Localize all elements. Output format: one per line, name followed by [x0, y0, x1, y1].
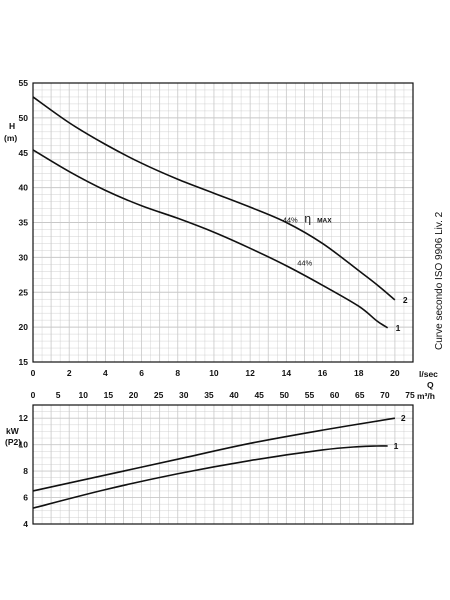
head-curve-label-1: 1 [396, 323, 401, 333]
power-y-tick-label: 8 [23, 466, 28, 476]
m3h-x-tick-label: 35 [204, 390, 214, 400]
m3h-x-tick-label: 10 [79, 390, 89, 400]
m3h-x-tick-label: 30 [179, 390, 189, 400]
m3h-axis-label: m³/h [417, 391, 435, 401]
lsec-x-tick-label: 8 [175, 368, 180, 378]
lsec-axis-label: l/sec [419, 369, 438, 379]
head-annotation: MAX [317, 218, 332, 225]
power-y-tick-label: 12 [19, 413, 29, 423]
m3h-x-tick-label: 5 [56, 390, 61, 400]
m3h-x-tick-label: 20 [129, 390, 139, 400]
lsec-x-tick-label: 6 [139, 368, 144, 378]
head-chart-series: 21 [32, 96, 408, 333]
head-y-tick-label: 45 [19, 148, 29, 158]
head-curve-label-2: 2 [403, 295, 408, 305]
head-curve-2 [32, 96, 396, 301]
head-y-tick-label: 40 [19, 183, 29, 193]
power-chart-grid [32, 404, 414, 525]
head-chart-annotations: 44% η MAX 44% [283, 212, 332, 268]
m3h-x-tick-label: 65 [355, 390, 365, 400]
head-axis-unit: (m) [4, 133, 17, 143]
lsec-x-tick-label: 2 [67, 368, 72, 378]
head-y-tick-label: 50 [19, 113, 29, 123]
q-axis-label: Q [427, 380, 434, 390]
iso-standard-note: Curve secondo ISO 9906 Liv. 2 [434, 211, 445, 350]
power-curve-2 [32, 417, 396, 492]
lsec-x-tick-label: 0 [31, 368, 36, 378]
m3h-x-tick-label: 0 [31, 390, 36, 400]
head-y-tick-label: 25 [19, 287, 29, 297]
lsec-x-tick-label: 16 [318, 368, 328, 378]
head-y-tick-label: 15 [19, 357, 29, 367]
m3h-x-tick-label: 50 [280, 390, 290, 400]
head-chart-y-ticks: 15 20 25 30 35 40 45 50 55 [19, 78, 29, 367]
power-y-tick-label: 4 [23, 519, 28, 529]
head-axis-label: H [9, 121, 15, 131]
power-y-tick-label: 10 [19, 440, 29, 450]
power-chart-series: 21 [32, 413, 406, 509]
m3h-x-tick-label: 75 [405, 390, 415, 400]
m3h-x-tick-label: 25 [154, 390, 164, 400]
m3h-x-tick-label: 15 [104, 390, 114, 400]
m3h-x-tick-label: 70 [380, 390, 390, 400]
power-curve-label-1: 1 [394, 441, 399, 451]
head-y-tick-label: 55 [19, 78, 29, 88]
m3h-x-tick-label: 45 [254, 390, 264, 400]
lsec-x-tick-label: 10 [209, 368, 219, 378]
head-annotation: 44% [283, 216, 298, 225]
lsec-x-tick-label: 18 [354, 368, 364, 378]
head-chart-frame [32, 82, 414, 363]
power-y-tick-label: 6 [23, 493, 28, 503]
power-axis-label: kW [6, 426, 20, 436]
head-curve-1 [32, 149, 389, 329]
lsec-x-tick-label: 14 [282, 368, 292, 378]
lsec-x-tick-label: 20 [390, 368, 400, 378]
power-chart-y-ticks: 4 6 8 10 12 [19, 413, 29, 529]
power-curve-1 [32, 445, 388, 509]
m3h-x-tick-label: 40 [229, 390, 239, 400]
lsec-x-tick-label: 12 [245, 368, 255, 378]
power-curve-label-2: 2 [401, 413, 406, 423]
m3h-x-tick-label: 60 [330, 390, 340, 400]
head-chart-grid [32, 82, 414, 363]
head-chart-x-ticks-lsec: 0 2 4 6 8 10 12 14 16 18 20 [31, 368, 400, 378]
head-y-tick-label: 20 [19, 322, 29, 332]
head-annotation: 44% [297, 258, 312, 267]
lsec-x-tick-label: 4 [103, 368, 108, 378]
power-chart-frame [32, 404, 414, 525]
m3h-x-tick-label: 55 [305, 390, 315, 400]
head-annotation: η [304, 212, 311, 226]
head-chart-x-ticks-m3h: 0 5 10 15 20 25 30 35 40 45 50 55 60 65 70 75 [31, 390, 415, 400]
power-axis-unit: (P2) [5, 437, 21, 447]
head-y-tick-label: 35 [19, 218, 29, 228]
head-y-tick-label: 30 [19, 252, 29, 262]
